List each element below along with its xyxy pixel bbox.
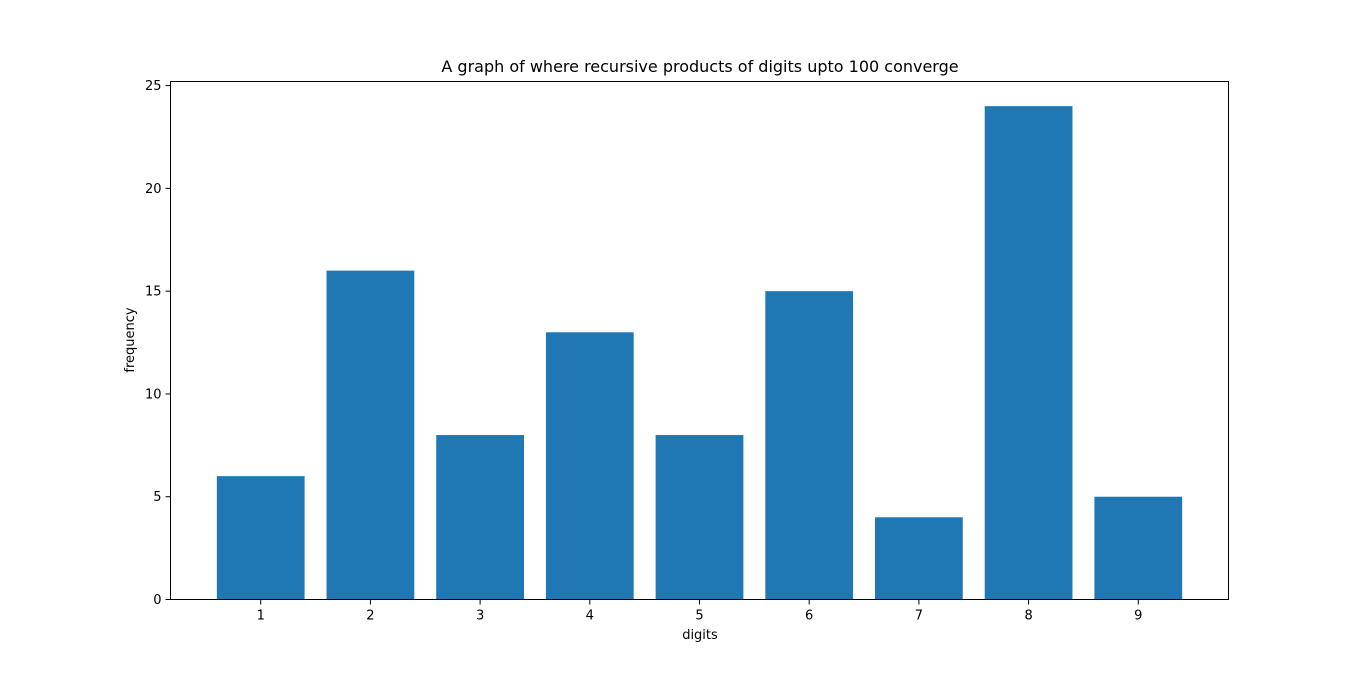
- y-tick-label: 0: [153, 593, 161, 608]
- y-tick-label: 15: [145, 285, 162, 300]
- bar-2: [326, 270, 415, 600]
- bar-7: [875, 517, 963, 600]
- bar-3: [436, 435, 524, 600]
- y-tick-label: 20: [145, 182, 162, 197]
- y-axis-label: frequency: [123, 307, 138, 373]
- x-tick-label: 2: [366, 609, 374, 624]
- bar-8: [984, 106, 1073, 600]
- bar-4: [545, 332, 634, 600]
- bars-group: [216, 106, 1183, 600]
- x-axis-ticks: 1 2 3 4 5 6 7 8 9: [257, 599, 1142, 624]
- y-tick-label: 5: [153, 490, 161, 505]
- x-tick-label: 4: [586, 609, 594, 624]
- x-tick-label: 3: [476, 609, 484, 624]
- bar-6: [765, 291, 854, 600]
- bar-9: [1094, 496, 1183, 600]
- x-tick-label: 5: [695, 609, 703, 624]
- bar-5: [655, 435, 744, 600]
- axes-frame: [170, 81, 1229, 600]
- y-tick-label: 25: [145, 79, 162, 94]
- x-axis-label: digits: [682, 628, 718, 643]
- x-tick-label: 8: [1024, 609, 1032, 624]
- x-tick-label: 6: [805, 609, 813, 624]
- y-tick-label: 10: [145, 387, 162, 402]
- y-axis-ticks: 0 5 10 15 20 25: [145, 79, 171, 608]
- x-tick-label: 1: [257, 609, 265, 624]
- bar-1: [216, 476, 305, 600]
- x-tick-label: 7: [915, 609, 923, 624]
- chart-title: A graph of where recursive products of d…: [441, 57, 958, 76]
- x-tick-label: 9: [1134, 609, 1142, 624]
